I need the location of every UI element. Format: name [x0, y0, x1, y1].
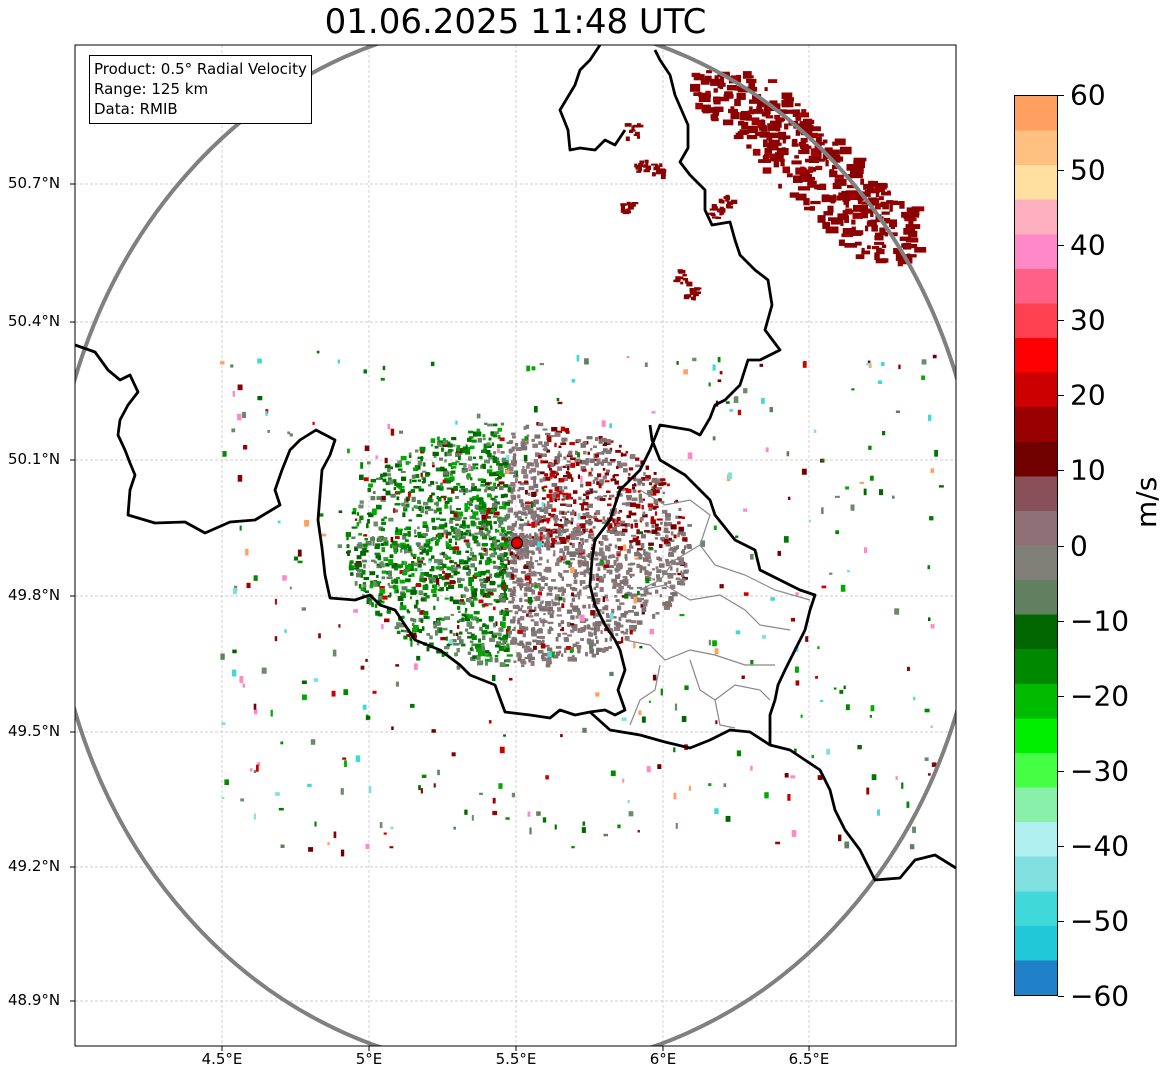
- lat-tick-label: 50.7°N: [8, 174, 61, 192]
- colorbar-tick-label: 20: [1070, 378, 1106, 412]
- colorbar-tick-label: −40: [1070, 829, 1130, 863]
- colorbar-tick-mark: [1058, 920, 1064, 922]
- product-label: Product: 0.5° Radial Velocity: [94, 60, 307, 78]
- radar-site-marker[interactable]: [511, 537, 523, 549]
- colorbar-tick-mark: [1058, 320, 1064, 322]
- lon-tick-label: 6°E: [649, 1050, 677, 1068]
- colorbar-tick-mark: [1058, 395, 1064, 397]
- colorbar-tick-mark: [1058, 770, 1064, 772]
- colorbar-tick-mark: [1058, 545, 1064, 547]
- regional-borders: [624, 489, 811, 729]
- colorbar-tick-label: 60: [1070, 78, 1106, 112]
- colorbar-tick-mark: [1058, 996, 1064, 997]
- colorbar-tick-label: 10: [1070, 453, 1106, 487]
- lat-tick-label: 49.5°N: [8, 722, 61, 740]
- country-borders: [75, 45, 956, 882]
- colorbar-tick-label: −10: [1070, 604, 1130, 638]
- colorbar-tick-label: 40: [1070, 228, 1106, 262]
- velocity-colorbar: [1014, 95, 1058, 996]
- colorbar-tick-label: −20: [1070, 679, 1130, 713]
- colorbar-tick-label: 0: [1070, 529, 1088, 562]
- lat-tick-label: 49.2°N: [8, 857, 61, 875]
- colorbar-tick-label: −50: [1070, 904, 1130, 938]
- radar-echoes: [220, 70, 944, 857]
- colorbar-tick-label: 30: [1070, 303, 1106, 337]
- colorbar-tick-mark: [1058, 845, 1064, 847]
- lon-tick-label: 6.5°E: [788, 1050, 830, 1068]
- colorbar-tick-mark: [1058, 245, 1064, 247]
- range-label: Range: 125 km: [94, 80, 209, 98]
- colorbar-tick-mark: [1058, 620, 1064, 622]
- colorbar-tick-mark: [1058, 695, 1064, 697]
- colorbar-tick-mark: [1058, 470, 1064, 472]
- lon-tick-label: 4.5°E: [201, 1050, 243, 1068]
- data-source-label: Data: RMIB: [94, 100, 178, 118]
- lon-tick-label: 5.5°E: [495, 1050, 537, 1068]
- colorbar-tick-label: −30: [1070, 754, 1130, 788]
- colorbar-unit-label: m/s: [1130, 476, 1163, 528]
- map-title: 01.06.2025 11:48 UTC: [324, 2, 707, 42]
- colorbar-tick-mark: [1058, 95, 1064, 96]
- product-info-box: Product: 0.5° Radial Velocity Range: 125…: [89, 55, 312, 124]
- lat-tick-label: 50.4°N: [8, 312, 61, 330]
- colorbar-tick-label: −60: [1070, 979, 1130, 1013]
- lat-tick-label: 50.1°N: [8, 450, 61, 468]
- colorbar-tick-label: 50: [1070, 153, 1106, 187]
- colorbar-tick-mark: [1058, 170, 1064, 172]
- lon-tick-label: 5°E: [355, 1050, 383, 1068]
- lat-tick-label: 48.9°N: [8, 991, 61, 1009]
- lat-tick-label: 49.8°N: [8, 586, 61, 604]
